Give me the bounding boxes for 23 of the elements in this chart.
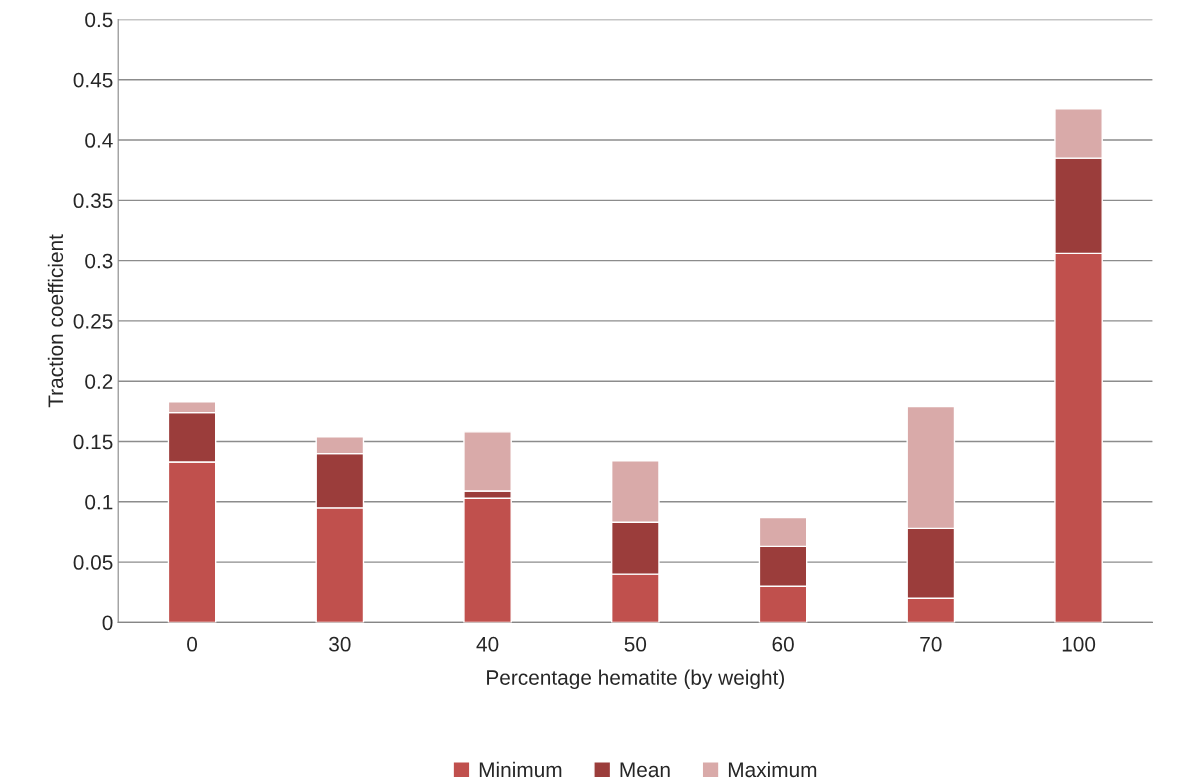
x-tick-label: 60 [772,636,794,652]
x-tick-label: 100 [1062,636,1096,652]
y-tick-label: 0.15 [73,434,113,450]
y-tick-label: 0.3 [85,253,113,269]
legend-label: Minimum [479,761,562,778]
y-tick-label: 0.35 [73,193,113,209]
legend-label: Maximum [728,761,817,778]
y-tick-label: 0.4 [85,133,113,148]
y-tick-label: 0 [102,615,113,631]
x-tick-label: 50 [624,636,647,652]
x-tick-label: 0 [187,636,198,652]
y-tick-label: 0.2 [85,374,113,389]
x-tick-label: 40 [476,636,499,652]
y-tick-label: 0.5 [85,12,113,28]
y-tick-label: 0.45 [73,72,113,88]
y-tick-label: 0.1 [85,494,113,510]
legend-label: Mean [620,762,670,778]
x-axis-title: Percentage hematite (by weight) [487,669,785,690]
x-tick-label: 30 [329,636,351,652]
x-tick-label: 70 [920,636,942,652]
y-tick-label: 0.25 [73,313,113,329]
y-tick-label: 0.05 [73,555,113,570]
y-axis-title: Traction coefficient [47,234,64,408]
